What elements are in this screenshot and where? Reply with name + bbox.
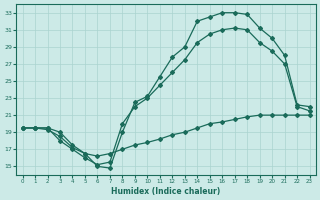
X-axis label: Humidex (Indice chaleur): Humidex (Indice chaleur)	[111, 187, 221, 196]
